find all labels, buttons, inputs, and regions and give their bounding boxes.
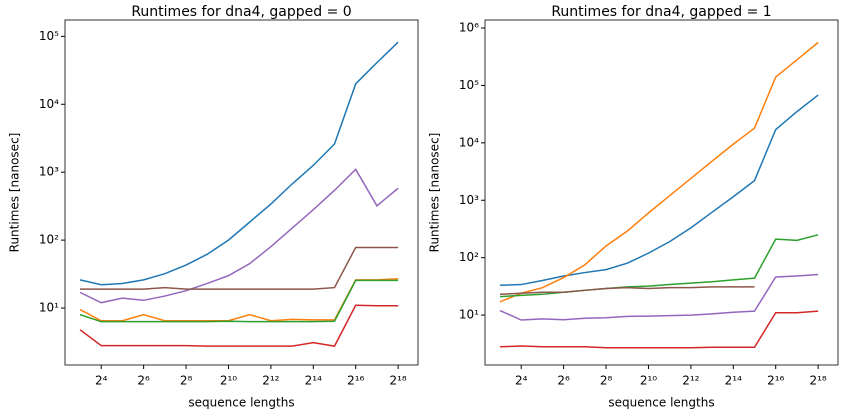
series-line bbox=[79, 41, 399, 286]
subplot: Runtimes for dna4, gapped = 1 sequence le… bbox=[428, 4, 839, 410]
y-tick-label: 10⁴ bbox=[459, 135, 479, 149]
y-tick-label: 10⁴ bbox=[39, 97, 59, 111]
series-line bbox=[80, 246, 399, 290]
x-axis-label: sequence lengths bbox=[188, 396, 294, 410]
y-tick-label: 10⁵ bbox=[39, 29, 59, 43]
x-tick-label: 2¹⁰ bbox=[220, 374, 237, 388]
series-line bbox=[499, 273, 819, 321]
series-line bbox=[499, 310, 819, 349]
y-tick-label: 10³ bbox=[39, 165, 59, 179]
chart-title: Runtimes for dna4, gapped = 0 bbox=[131, 4, 351, 20]
chart-title: Runtimes for dna4, gapped = 1 bbox=[551, 4, 771, 20]
series-line bbox=[79, 304, 399, 347]
series-line bbox=[499, 234, 819, 298]
series-line bbox=[79, 279, 399, 323]
x-tick-label: 2⁸ bbox=[600, 374, 613, 388]
x-tick-label: 2⁴ bbox=[95, 374, 108, 388]
axes-frame bbox=[484, 19, 839, 366]
x-tick-label: 2¹⁶ bbox=[767, 374, 784, 388]
x-tick-label: 2¹⁸ bbox=[389, 374, 406, 388]
y-tick-label: 10² bbox=[39, 233, 59, 247]
y-axis-label: Runtimes [nanosec] bbox=[428, 133, 442, 253]
x-tick-label: 2⁶ bbox=[137, 374, 150, 388]
y-tick-label: 10³ bbox=[459, 193, 479, 207]
x-tick-label: 2⁶ bbox=[557, 374, 570, 388]
x-tick-label: 2¹⁴ bbox=[305, 374, 322, 388]
x-tick-label: 2⁴ bbox=[515, 374, 528, 388]
series-line bbox=[79, 168, 399, 304]
x-tick-label: 2⁸ bbox=[180, 374, 193, 388]
series-line bbox=[499, 286, 755, 296]
x-tick-label: 2¹⁰ bbox=[640, 374, 657, 388]
y-tick-label: 10⁶ bbox=[459, 21, 479, 35]
y-tick-label: 10⁵ bbox=[459, 78, 479, 92]
x-tick-label: 2¹⁸ bbox=[809, 374, 826, 388]
x-tick-label: 2¹⁴ bbox=[725, 374, 742, 388]
x-tick-label: 2¹² bbox=[262, 374, 279, 388]
subplot: Runtimes for dna4, gapped = 0 sequence le… bbox=[8, 4, 419, 410]
axes-frame bbox=[64, 19, 419, 366]
x-axis-label: sequence lengths bbox=[608, 396, 714, 410]
x-tick-label: 2¹² bbox=[682, 374, 699, 388]
y-tick-label: 10¹ bbox=[459, 308, 479, 322]
y-axis-label: Runtimes [nanosec] bbox=[8, 133, 22, 253]
y-tick-label: 10² bbox=[459, 250, 479, 264]
series-line bbox=[499, 41, 819, 303]
series-line bbox=[499, 94, 819, 287]
y-tick-label: 10¹ bbox=[39, 301, 59, 315]
x-tick-label: 2¹⁶ bbox=[347, 374, 364, 388]
